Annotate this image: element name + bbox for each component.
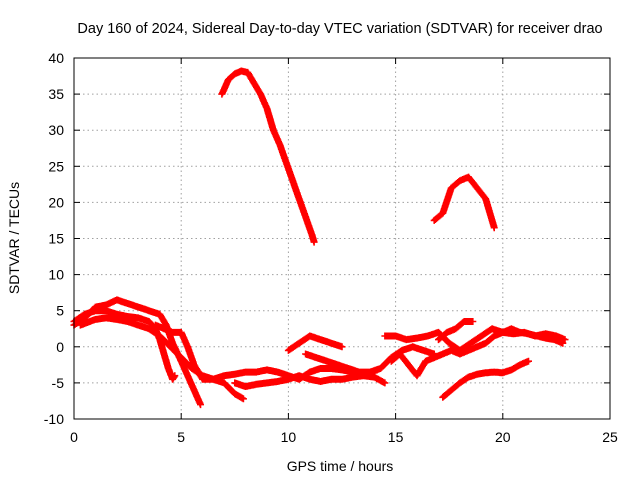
series-markers <box>435 318 477 344</box>
chart-title: Day 160 of 2024, Sidereal Day-to-day VTE… <box>77 21 602 37</box>
series-markers <box>439 357 532 401</box>
series-arc-7 <box>284 332 346 354</box>
x-tick-label: 25 <box>602 429 618 445</box>
y-tick-label: 40 <box>48 50 64 66</box>
x-tick-labels: 0 5 10 15 20 25 <box>70 429 618 445</box>
y-tick-label: 20 <box>48 194 64 210</box>
series-arc-6 <box>218 67 318 246</box>
y-tick-label: 25 <box>48 158 64 174</box>
series-layer <box>70 67 569 409</box>
x-tick-label: 15 <box>388 429 404 445</box>
series-markers <box>387 325 567 380</box>
y-tick-label: -10 <box>44 411 64 427</box>
y-tick-label: 35 <box>48 86 64 102</box>
series-arc-10 <box>387 325 567 380</box>
series-arc-11 <box>439 357 532 401</box>
y-tick-labels: -10 -5 0 5 10 15 20 25 30 35 40 <box>44 50 64 427</box>
x-axis-title: GPS time / hours <box>287 458 394 474</box>
y-tick-label: -5 <box>52 375 65 391</box>
x-tick-label: 20 <box>495 429 511 445</box>
grid <box>74 58 610 419</box>
series-markers <box>430 173 498 232</box>
series-arc-5 <box>231 372 389 390</box>
y-tick-label: 15 <box>48 231 64 247</box>
y-axis-title: SDTVAR / TECUs <box>6 182 22 294</box>
y-tick-label: 0 <box>56 339 64 355</box>
axis-ticks <box>73 57 611 420</box>
x-tick-label: 0 <box>70 429 78 445</box>
y-tick-label: 10 <box>48 267 64 283</box>
series-arc-12 <box>430 173 498 232</box>
series-markers <box>218 67 318 246</box>
x-tick-label: 10 <box>281 429 297 445</box>
series-arc-13 <box>435 318 477 344</box>
y-tick-label: 5 <box>56 303 64 319</box>
y-tick-label: 30 <box>48 122 64 138</box>
series-markers <box>284 332 346 354</box>
x-tick-label: 5 <box>177 429 185 445</box>
